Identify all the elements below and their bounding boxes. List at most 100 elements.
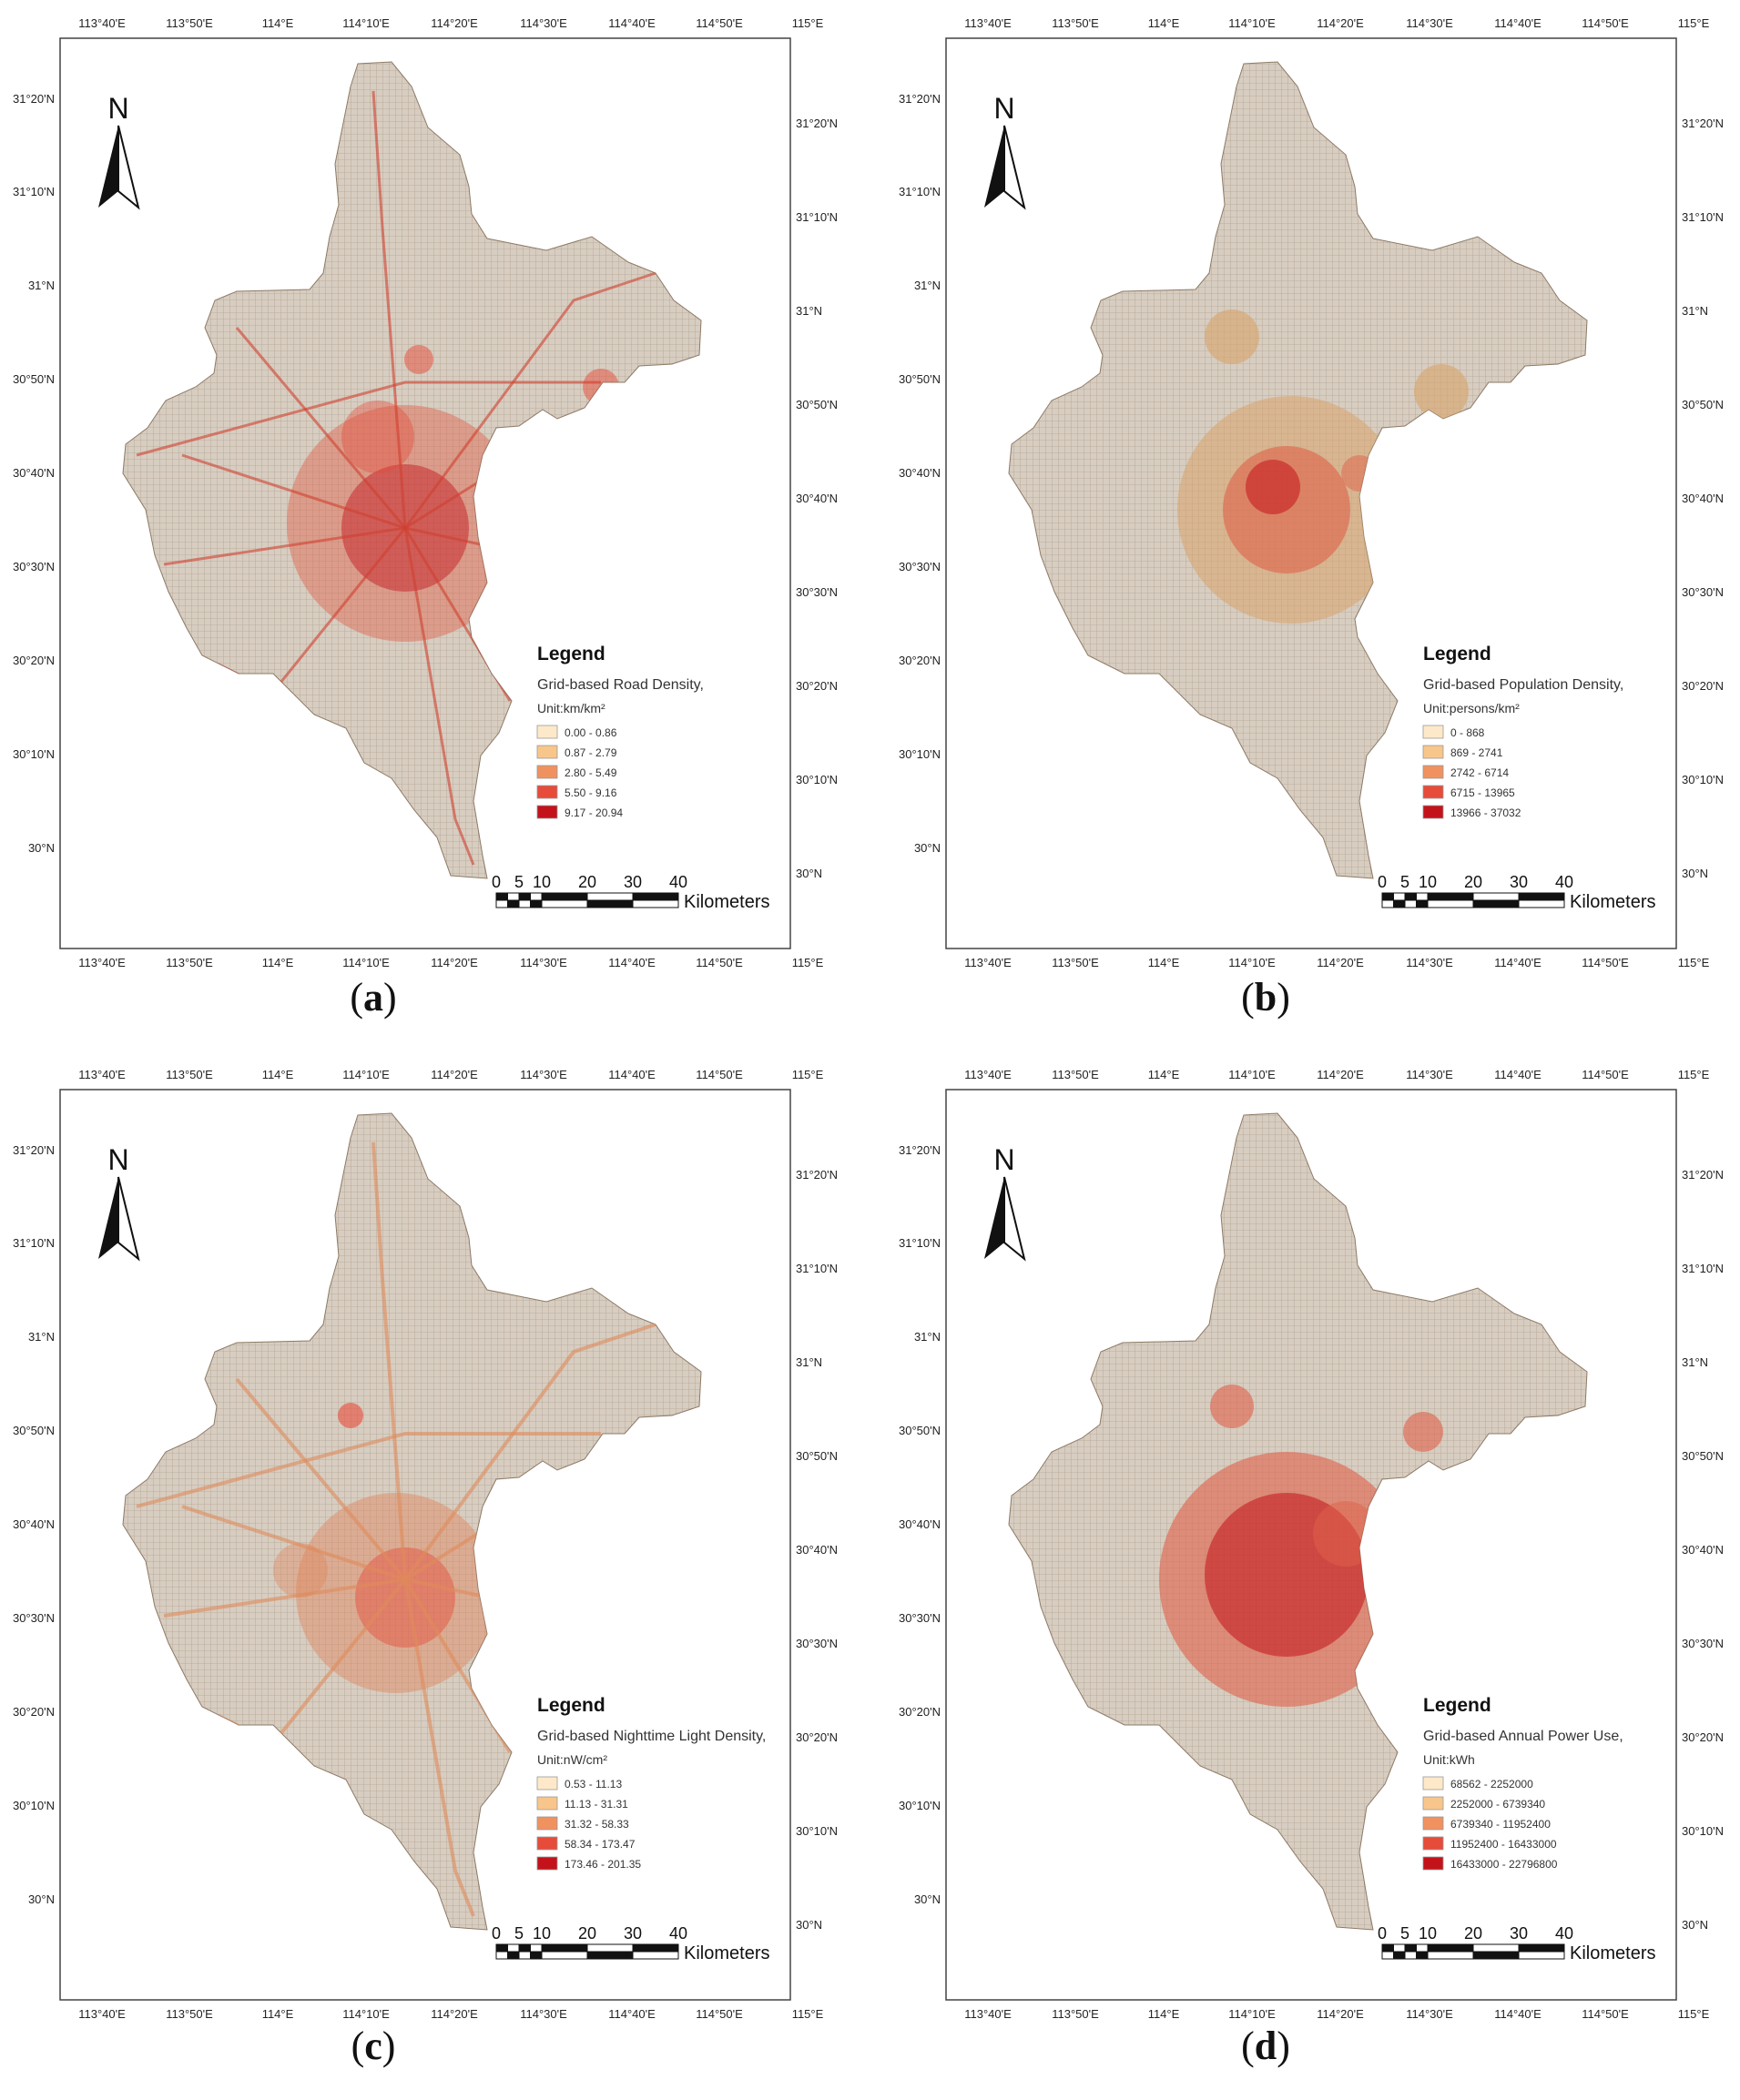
lon-label-top: 114°10'E <box>1228 1068 1276 1081</box>
scale-tick-label: 0 <box>1378 873 1387 891</box>
legend-class-label: 2742 - 6714 <box>1450 766 1509 779</box>
lat-label-right: 30°20'N <box>796 1730 838 1744</box>
legend: Legend Grid-based Annual Power Use, Unit:k… <box>1422 1695 1623 1871</box>
legend-class-label: 2252000 - 6739340 <box>1450 1798 1545 1811</box>
lat-label-right: 30°20'N <box>1682 679 1724 693</box>
lon-label-bottom: 113°50'E <box>1052 2007 1099 2021</box>
lon-label-top: 113°40'E <box>78 1068 126 1081</box>
legend-swatch <box>536 725 558 739</box>
study-area-grid <box>122 1112 702 1931</box>
scale-tick-label: 10 <box>1419 873 1437 891</box>
density-area <box>341 401 414 473</box>
lat-label-right: 30°30'N <box>1682 585 1724 599</box>
scale-tick-label: 5 <box>514 1924 524 1943</box>
lon-label-bottom: 115°E <box>792 956 824 969</box>
lat-label-left: 31°N <box>914 1330 941 1344</box>
lat-label-right: 30°10'N <box>796 1824 838 1838</box>
scale-tick-label: 30 <box>1510 1924 1528 1943</box>
lon-label-bottom: 114°50'E <box>1582 956 1629 969</box>
scale-tick-label: 30 <box>1510 873 1528 891</box>
lat-label-right: 31°N <box>796 304 822 318</box>
legend-class-label: 16433000 - 22796800 <box>1450 1858 1558 1871</box>
north-arrow-icon: N <box>98 1143 140 1262</box>
lon-label-bottom: 114°50'E <box>696 956 743 969</box>
map-svg-a: 113°40'E 113°50'E 114°E 114°10'E 114°20'E 114… <box>13 16 920 969</box>
scale-tick-label: 40 <box>669 873 687 891</box>
lon-label-bottom: 114°E <box>1148 956 1180 969</box>
lon-label-top: 114°30'E <box>520 1068 567 1081</box>
lon-label-top: 114°30'E <box>520 16 567 30</box>
lat-label-left: 31°20'N <box>13 92 55 106</box>
legend-swatch <box>1422 805 1444 819</box>
scale-tick-label: 40 <box>669 1924 687 1943</box>
scale-tick-label: 5 <box>514 873 524 891</box>
legend-class-label: 173.46 - 201.35 <box>565 1858 641 1871</box>
lon-label-bottom: 114°50'E <box>1582 2007 1629 2021</box>
caption-letter: b <box>1254 975 1277 1020</box>
legend-swatch <box>1422 1836 1444 1851</box>
network-line <box>403 271 656 529</box>
scale-tick-label: 5 <box>1400 1924 1409 1943</box>
lat-label-left: 30°40'N <box>899 1517 941 1531</box>
lat-label-left: 31°20'N <box>899 92 941 106</box>
lon-label-bottom: 114°20'E <box>431 956 478 969</box>
legend-swatch <box>536 785 558 799</box>
scale-tick-label: 0 <box>1378 1924 1387 1943</box>
lat-label-left: 31°10'N <box>899 1236 941 1250</box>
lon-label-bottom: 115°E <box>792 2007 824 2021</box>
lon-label-bottom: 113°50'E <box>166 2007 213 2021</box>
map-panel-b: 113°40'E 113°50'E 114°E 114°10'E 114°20'E 114… <box>886 0 1740 1001</box>
lat-label-right: 30°10'N <box>796 773 838 786</box>
lon-label-top: 113°40'E <box>78 16 126 30</box>
legend: Legend Grid-based Road Density, Unit:km/km… <box>536 644 704 819</box>
scale-tick-label: 0 <box>492 1924 501 1943</box>
scale-tick-label: 0 <box>492 873 501 891</box>
panel-caption-a: (a) <box>350 975 397 1020</box>
lat-label-right: 31°20'N <box>1682 117 1724 130</box>
lon-label-bottom: 113°50'E <box>166 956 213 969</box>
lon-label-top: 114°40'E <box>1494 1068 1542 1081</box>
map-panel-a: 113°40'E 113°50'E 114°E 114°10'E 114°20'E 114… <box>0 0 920 1001</box>
lon-label-top: 114°10'E <box>342 16 390 30</box>
legend-class-label: 13966 - 37032 <box>1450 807 1521 819</box>
north-label: N <box>107 92 128 125</box>
legend-swatch <box>536 805 558 819</box>
lat-label-left: 30°10'N <box>13 1799 55 1812</box>
lon-label-bottom: 115°E <box>1678 956 1710 969</box>
lat-label-right: 31°N <box>1682 1355 1708 1369</box>
legend-class-label: 6739340 - 11952400 <box>1450 1818 1551 1831</box>
density-overlay <box>1159 1385 1443 1707</box>
lat-label-left: 30°20'N <box>899 1705 941 1719</box>
lon-label-top: 113°50'E <box>1052 1068 1099 1081</box>
lon-label-bottom: 114°20'E <box>431 2007 478 2021</box>
legend-subtitle: Grid-based Nighttime Light Density, <box>537 1729 766 1744</box>
legend-class-label: 0.53 - 11.13 <box>565 1778 622 1791</box>
north-arrow-icon: N <box>98 92 140 210</box>
lon-label-bottom: 115°E <box>1678 2007 1710 2021</box>
lat-label-left: 30°30'N <box>13 1611 55 1625</box>
lon-label-bottom: 114°10'E <box>342 956 390 969</box>
legend-class-label: 2.80 - 5.49 <box>565 766 617 779</box>
network-line <box>371 90 407 529</box>
lon-label-top: 114°E <box>1148 16 1180 30</box>
lat-label-left: 30°N <box>914 1892 941 1906</box>
scale-unit: Kilometers <box>1570 892 1655 912</box>
legend-swatch <box>536 1856 558 1871</box>
network-line <box>136 1432 601 1508</box>
legend-title: Legend <box>1423 1695 1491 1716</box>
lat-label-left: 30°10'N <box>13 747 55 761</box>
lon-label-bottom: 114°40'E <box>1494 956 1542 969</box>
scale-tick-label: 10 <box>533 1924 551 1943</box>
lon-label-bottom: 114°10'E <box>1228 2007 1276 2021</box>
lat-label-right: 30°N <box>1682 867 1708 880</box>
legend-swatch <box>536 1776 558 1791</box>
legend-swatch <box>1422 785 1444 799</box>
lat-label-left: 31°N <box>28 279 55 292</box>
lon-label-top: 114°40'E <box>608 16 656 30</box>
lon-label-top: 114°10'E <box>342 1068 390 1081</box>
lon-label-top: 114°20'E <box>431 1068 478 1081</box>
legend-class-label: 9.17 - 20.94 <box>565 807 623 819</box>
lon-label-bottom: 114°30'E <box>520 2007 567 2021</box>
lat-label-right: 30°30'N <box>796 1637 838 1650</box>
